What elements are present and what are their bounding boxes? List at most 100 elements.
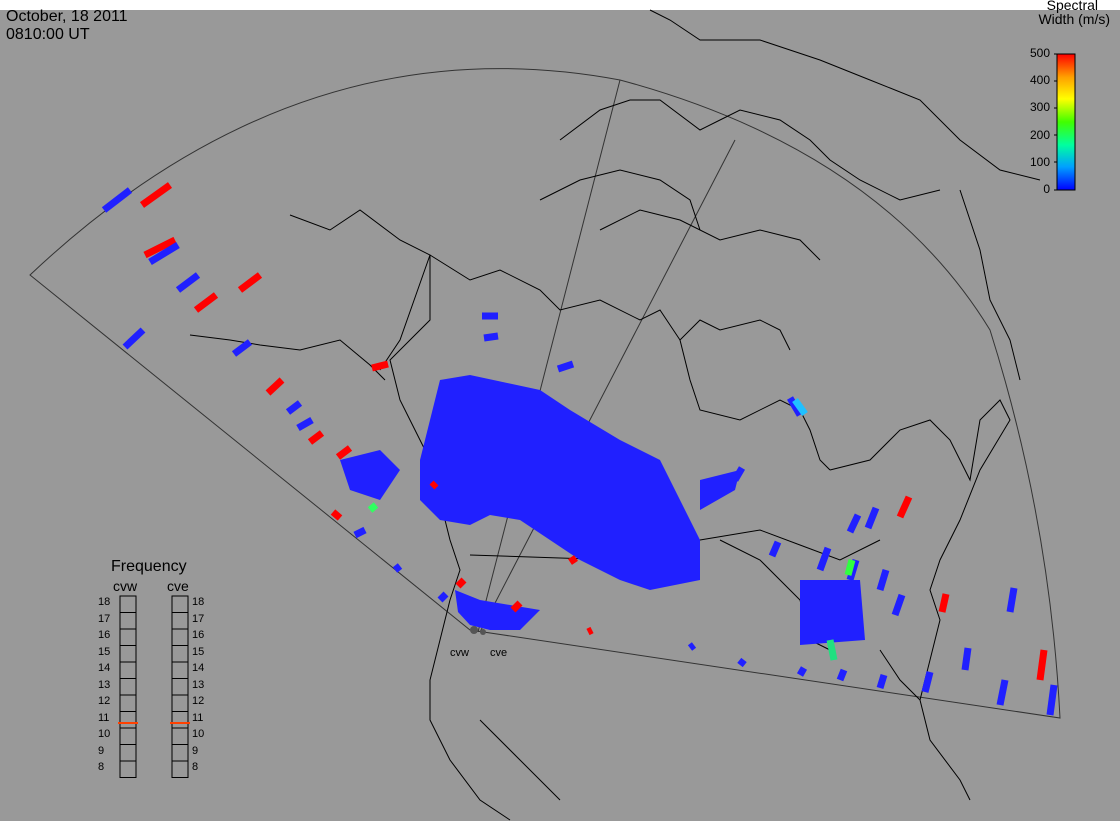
range-cell bbox=[921, 671, 934, 693]
range-cell bbox=[510, 600, 523, 613]
range-cell bbox=[367, 502, 379, 513]
range-cell bbox=[429, 480, 439, 490]
frequency-scale-label: 16 bbox=[98, 629, 111, 641]
frequency-scale-label: 12 bbox=[98, 695, 111, 707]
range-cell bbox=[148, 242, 180, 265]
range-cell bbox=[996, 679, 1009, 706]
frequency-scale-label: 13 bbox=[192, 678, 205, 691]
range-cell bbox=[1036, 649, 1048, 681]
frequency-scale-label: 8 bbox=[98, 761, 105, 773]
range-cell bbox=[846, 513, 862, 534]
range-cell bbox=[296, 416, 314, 432]
frequency-scale-label: 16 bbox=[192, 629, 205, 641]
frequency-scale-label: 9 bbox=[192, 744, 199, 757]
range-cell bbox=[556, 360, 575, 373]
range-cell bbox=[237, 272, 263, 293]
colorbar-unit: Width (m/s) bbox=[1038, 11, 1110, 27]
range-cell bbox=[175, 272, 201, 293]
frequency-scale-label: 11 bbox=[192, 711, 204, 724]
backscatter-layer bbox=[340, 375, 865, 645]
range-cell bbox=[371, 360, 389, 372]
radar-label-east: cve bbox=[490, 647, 508, 659]
fov-beam-line bbox=[479, 139, 736, 633]
frequency-scale-label: 13 bbox=[98, 678, 111, 691]
range-cell bbox=[844, 559, 856, 576]
colorbar-tick-label: 100 bbox=[1029, 154, 1050, 169]
range-cell bbox=[483, 332, 499, 342]
range-cell bbox=[568, 555, 578, 565]
range-cell bbox=[816, 546, 832, 572]
frequency-scale-label: 14 bbox=[98, 662, 111, 674]
range-cell bbox=[961, 647, 972, 671]
range-cell bbox=[864, 506, 880, 530]
range-cells bbox=[101, 182, 1058, 716]
fov-outline bbox=[29, 68, 1061, 719]
range-cell bbox=[285, 400, 303, 415]
range-cell bbox=[392, 563, 403, 573]
range-cell bbox=[836, 668, 848, 682]
colorbar-tick-label: 200 bbox=[1029, 127, 1050, 142]
range-cell bbox=[768, 540, 782, 558]
colorbar-ticks bbox=[1054, 53, 1057, 191]
range-cell bbox=[353, 526, 367, 539]
frequency-scale-label: 10 bbox=[98, 728, 111, 740]
frequency-col-east: cve bbox=[167, 578, 189, 594]
range-cell bbox=[876, 568, 890, 592]
range-cell bbox=[792, 397, 808, 417]
range-cell bbox=[586, 626, 594, 636]
backscatter-region bbox=[455, 590, 540, 630]
frequency-scale-label: 10 bbox=[192, 728, 205, 740]
frequency-scale-label: 15 bbox=[192, 645, 205, 658]
range-cell bbox=[122, 327, 146, 350]
range-cell bbox=[193, 292, 219, 313]
range-cell bbox=[1046, 684, 1058, 716]
range-cell bbox=[687, 642, 697, 651]
range-cell bbox=[307, 430, 325, 445]
backscatter-region bbox=[800, 580, 865, 645]
frequency-scale-label: 11 bbox=[98, 711, 110, 724]
frequency-col-west: cvw bbox=[113, 578, 138, 594]
range-cell bbox=[846, 558, 860, 582]
range-cell bbox=[101, 187, 133, 213]
frequency-scale-label: 12 bbox=[192, 695, 205, 707]
frequency-gauges bbox=[118, 595, 190, 778]
backscatter-region bbox=[420, 375, 700, 590]
range-cell bbox=[826, 639, 838, 661]
colorbar-tick-label: 500 bbox=[1029, 46, 1050, 60]
radar-site-marker bbox=[480, 629, 486, 635]
colorbar-tick-label: 400 bbox=[1029, 73, 1050, 88]
frequency-scale-label: 9 bbox=[98, 744, 105, 757]
date-label: October, 18 2011 bbox=[6, 8, 128, 25]
range-cell bbox=[231, 339, 253, 357]
range-cell bbox=[1006, 587, 1018, 613]
range-cell bbox=[876, 673, 888, 690]
radar-site-marker bbox=[470, 626, 478, 634]
frequency-scale-label: 14 bbox=[192, 662, 205, 674]
backscatter-region bbox=[700, 470, 740, 510]
frequency-cell bbox=[171, 760, 189, 778]
frequency-scale-label: 18 bbox=[192, 596, 205, 608]
range-cell bbox=[896, 495, 913, 519]
range-cell bbox=[143, 236, 177, 259]
range-cell bbox=[786, 396, 804, 417]
frequency-cell bbox=[119, 760, 137, 778]
colorbar-tick-label: 300 bbox=[1029, 100, 1050, 115]
range-cell bbox=[796, 666, 808, 677]
range-cell bbox=[265, 377, 285, 396]
range-cell bbox=[891, 593, 906, 617]
frequency-scale-label: 8 bbox=[192, 761, 199, 773]
frequency-scale-label: 17 bbox=[192, 612, 205, 625]
range-cell bbox=[330, 509, 343, 521]
frequency-scale-label: 18 bbox=[98, 596, 111, 608]
range-cell bbox=[437, 591, 449, 603]
range-cell bbox=[335, 445, 353, 460]
time-label: 0810:00 UT bbox=[6, 26, 90, 43]
range-cell bbox=[139, 182, 173, 208]
range-cell bbox=[731, 466, 746, 482]
coastlines bbox=[189, 9, 1041, 821]
colorbar-tick-label: 0 bbox=[1043, 182, 1050, 196]
frequency-title: Frequency bbox=[111, 558, 187, 575]
fov-beam-line bbox=[477, 79, 621, 633]
